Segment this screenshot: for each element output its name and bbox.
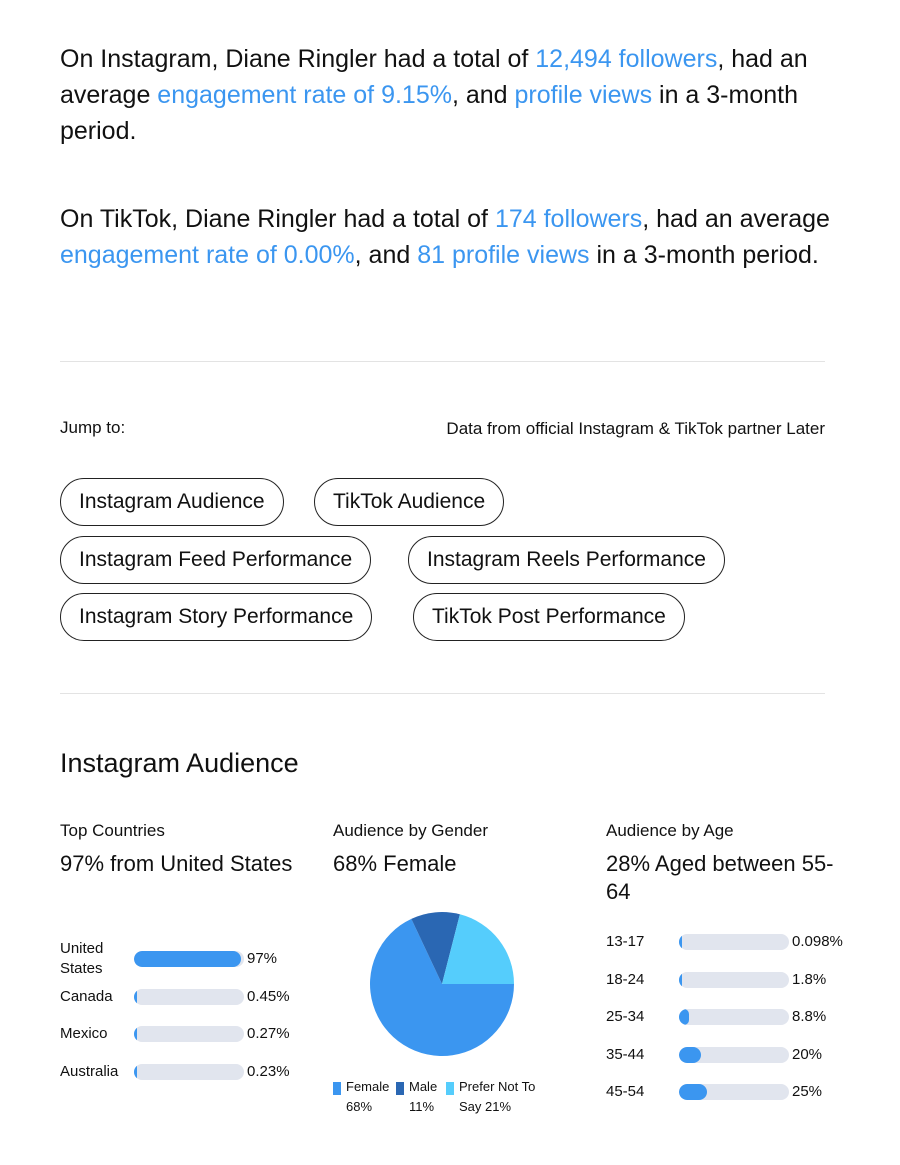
- top-countries-title: Top Countries: [60, 821, 165, 840]
- jump-to-label: Jump to:: [60, 418, 126, 437]
- gender-pie-chart: [370, 912, 514, 1056]
- legend-item: Female 68%: [333, 1077, 443, 1119]
- ig-profile-views-link[interactable]: profile views: [514, 81, 653, 109]
- age-label: 35-44: [606, 1045, 645, 1063]
- legend-item: Male 11%: [396, 1077, 506, 1119]
- age-title: Audience by Age: [606, 821, 734, 840]
- country-bar-track: [134, 988, 244, 1005]
- age-label: 25-34: [606, 1008, 645, 1025]
- country-bar-fill: [134, 1063, 137, 1080]
- pie-slice-prefer-not-to-say: [442, 914, 514, 984]
- legend-label: Prefer Not To Say 21%: [459, 1079, 536, 1114]
- divider: [60, 693, 825, 694]
- country-bar-track: [134, 1063, 244, 1080]
- age-bar-track: [679, 1009, 789, 1025]
- country-bar-track: [134, 951, 244, 967]
- age-label: 13-17: [606, 933, 645, 950]
- instagram-summary: On Instagram, Diane Ringler had a total …: [60, 41, 840, 149]
- jump-instagram-story-button[interactable]: Instagram Story Performance: [60, 593, 373, 641]
- age-label: 18-24: [606, 970, 645, 988]
- tt-engagement-link[interactable]: engagement rate of 0.00%: [60, 241, 355, 269]
- age-bar-track: [679, 934, 789, 950]
- tt-summary-text-2: , had an average: [642, 205, 830, 233]
- jump-instagram-audience-button[interactable]: Instagram Audience: [60, 478, 284, 526]
- top-countries-headline: 97% from United States: [60, 851, 293, 876]
- jump-instagram-reels-button[interactable]: Instagram Reels Performance: [408, 536, 725, 584]
- tt-summary-text-4: in a 3-month period.: [589, 241, 819, 269]
- legend-swatch: [333, 1082, 341, 1095]
- age-label: 45-54: [606, 1083, 645, 1100]
- legend-swatch: [446, 1082, 454, 1095]
- tt-profile-views-link[interactable]: 81 profile views: [417, 241, 590, 269]
- country-label: Mexico: [60, 1025, 108, 1042]
- country-value: 0.23%: [247, 1062, 290, 1080]
- age-value: 25%: [792, 1083, 823, 1100]
- age-value: 20%: [792, 1045, 823, 1063]
- gender-title: Audience by Gender: [333, 821, 488, 840]
- section-title-instagram-audience: Instagram Audience: [60, 748, 299, 778]
- tiktok-summary: On TikTok, Diane Ringler had a total of …: [60, 201, 840, 273]
- ig-summary-text-2: , had an average: [60, 45, 808, 109]
- age-value: 8.8%: [792, 1008, 827, 1025]
- pie-slice-male: [411, 912, 460, 984]
- ig-summary-text-4: in a 3-month period.: [60, 81, 798, 145]
- age-bar-track: [679, 971, 789, 988]
- jump-instagram-feed-button[interactable]: Instagram Feed Performance: [60, 536, 372, 584]
- pie-slice-female: [370, 918, 514, 1056]
- age-bar-fill: [679, 1084, 707, 1100]
- jump-tiktok-post-button[interactable]: TikTok Post Performance: [413, 593, 685, 641]
- legend-label: Female 68%: [346, 1079, 390, 1114]
- jump-tiktok-audience-button[interactable]: TikTok Audience: [314, 478, 505, 526]
- age-headline: 28% Aged between 55-64: [606, 851, 834, 904]
- country-bar-fill: [134, 1026, 137, 1042]
- country-bar-fill: [134, 951, 241, 967]
- age-bar-fill: [679, 1009, 689, 1025]
- country-label: Australia: [60, 1062, 119, 1080]
- country-bar-fill: [134, 988, 137, 1005]
- tt-summary-text-1: On TikTok, Diane Ringler had a total of: [60, 205, 495, 233]
- age-value: 0.098%: [792, 933, 843, 950]
- age-bar-track: [679, 1046, 789, 1063]
- age-bar-fill: [679, 971, 682, 988]
- age-value: 1.8%: [792, 970, 827, 988]
- age-bar-fill: [679, 1046, 701, 1063]
- data-source-note: Data from official Instagram & TikTok pa…: [446, 419, 825, 438]
- age-bar-track: [679, 1084, 789, 1100]
- gender-headline: 68% Female: [333, 851, 457, 876]
- legend-label: Male 11%: [409, 1079, 438, 1114]
- tt-followers-link[interactable]: 174 followers: [494, 205, 643, 233]
- ig-summary-text-1: On Instagram, Diane Ringler had a total …: [60, 45, 536, 73]
- country-label: United States: [60, 940, 104, 977]
- legend-swatch: [396, 1082, 404, 1095]
- country-value: 97%: [247, 950, 278, 967]
- country-label: Canada: [60, 987, 113, 1005]
- age-bar-fill: [679, 934, 682, 950]
- ig-followers-link[interactable]: 12,494 followers: [535, 45, 718, 73]
- legend-item: Prefer Not To Say 21%: [446, 1077, 556, 1119]
- ig-engagement-link[interactable]: engagement rate of 9.15%: [157, 81, 452, 109]
- tt-summary-text-3: , and: [354, 241, 418, 269]
- ig-summary-text-3: , and: [451, 81, 515, 109]
- country-value: 0.45%: [247, 987, 290, 1005]
- country-value: 0.27%: [247, 1025, 290, 1042]
- divider: [60, 361, 825, 362]
- country-bar-track: [134, 1026, 244, 1042]
